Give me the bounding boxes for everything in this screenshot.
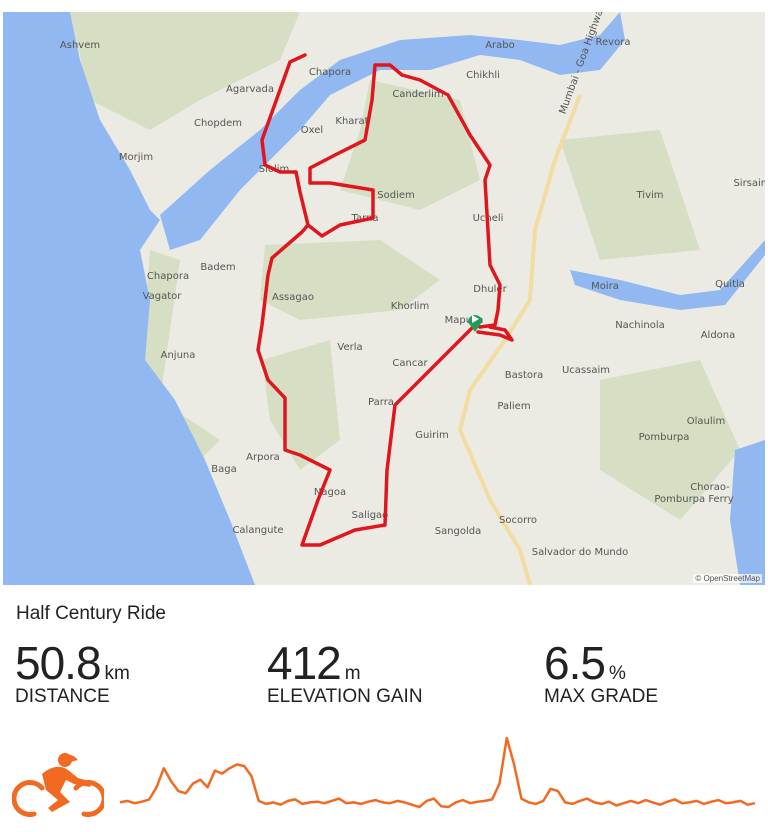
activity-title: Half Century Ride bbox=[16, 603, 166, 624]
map-label: Anjuna bbox=[161, 350, 196, 361]
map-label: Arpora bbox=[246, 452, 280, 463]
stat-label: ELEVATION GAIN bbox=[267, 686, 423, 707]
map-label: Nagoa bbox=[314, 487, 346, 498]
map-label: Oxel bbox=[301, 125, 323, 136]
map-label: Nachinola bbox=[615, 320, 665, 331]
map-label: Salvador do Mundo bbox=[532, 547, 628, 558]
elevation-line bbox=[119, 736, 756, 809]
map-label: Aldona bbox=[701, 330, 736, 341]
map-label: Morjim bbox=[119, 152, 153, 163]
map-label: Vagator bbox=[143, 291, 183, 302]
elevation-profile bbox=[119, 736, 756, 809]
map-label: Pomburpa Ferry bbox=[654, 494, 733, 505]
stat-unit: km bbox=[104, 663, 130, 684]
map-label: Khorlim bbox=[391, 301, 429, 312]
start-marker[interactable] bbox=[468, 315, 482, 332]
map-label: Kharat bbox=[335, 116, 368, 127]
stat-value: 6.5 bbox=[544, 637, 606, 689]
stat-unit: % bbox=[608, 663, 626, 684]
map-canvas[interactable]: Ashvem Arabo Revora Chapora Chikhli Agarvada C… bbox=[3, 3, 768, 586]
stat-value: 412 bbox=[267, 637, 342, 689]
map-label: Parra bbox=[368, 397, 394, 408]
map-label: Chikhli bbox=[466, 70, 500, 81]
stat-max-grade: 6.5% MAX GRADE bbox=[544, 636, 658, 708]
map-label: Bastora bbox=[505, 370, 543, 381]
cycling-icon bbox=[12, 753, 104, 817]
map-label: Socorro bbox=[499, 515, 537, 526]
map-label: Chapora bbox=[309, 67, 351, 78]
map-label: Moira bbox=[591, 281, 619, 292]
map-label: Assagao bbox=[272, 292, 314, 303]
map-label: Chorao- bbox=[690, 482, 730, 493]
map-label: Sodiem bbox=[377, 190, 415, 201]
map-label: Pomburpa bbox=[639, 432, 690, 443]
stat-elevation-gain: 412 m ELEVATION GAIN bbox=[267, 636, 423, 708]
map-label: Guirim bbox=[415, 430, 449, 441]
map-label: Canderlim bbox=[392, 89, 443, 100]
route-map[interactable]: Ashvem Arabo Revora Chapora Chikhli Agarvada C… bbox=[3, 3, 768, 586]
map-label: Chapora bbox=[147, 271, 189, 282]
map-label: Paliem bbox=[497, 401, 530, 412]
map-labels: Ashvem Arabo Revora Chapora Chikhli Agarvada C… bbox=[60, 3, 768, 558]
map-label: Baga bbox=[211, 464, 236, 475]
map-label: Badem bbox=[200, 262, 235, 273]
map-label: Saligao bbox=[352, 510, 389, 521]
map-attribution[interactable]: © OpenStreetMap bbox=[693, 574, 762, 583]
stat-label: DISTANCE bbox=[15, 686, 110, 707]
map-label: Agarvada bbox=[226, 84, 274, 95]
map-label: Sirsaim bbox=[733, 178, 765, 189]
map-label: Olaulim bbox=[687, 416, 725, 427]
stat-distance: 50.8 km DISTANCE bbox=[15, 636, 130, 708]
map-label: Quitla bbox=[715, 279, 745, 290]
stat-unit: m bbox=[344, 663, 361, 684]
map-label: Arabo bbox=[485, 40, 515, 51]
water-bodies bbox=[3, 12, 765, 585]
map-label: Verla bbox=[337, 342, 362, 353]
map-label: Tivim bbox=[635, 190, 663, 201]
map-label: Calangute bbox=[232, 525, 283, 536]
map-label: Mapusa bbox=[445, 315, 484, 326]
stat-label: MAX GRADE bbox=[544, 686, 659, 707]
route-line bbox=[256, 53, 514, 547]
map-label: Dhuler bbox=[473, 284, 507, 295]
highway-road bbox=[457, 94, 582, 586]
forest-areas bbox=[70, 12, 740, 520]
stat-value: 50.8 bbox=[15, 637, 102, 689]
map-label: Sangolda bbox=[435, 526, 482, 537]
play-icon bbox=[472, 315, 479, 323]
map-label: Revora bbox=[596, 37, 631, 48]
map-label: Cancar bbox=[392, 358, 428, 369]
map-label: Ucassaim bbox=[562, 365, 610, 376]
map-label: Chopdem bbox=[194, 118, 242, 129]
map-label: Ashvem bbox=[60, 40, 100, 51]
